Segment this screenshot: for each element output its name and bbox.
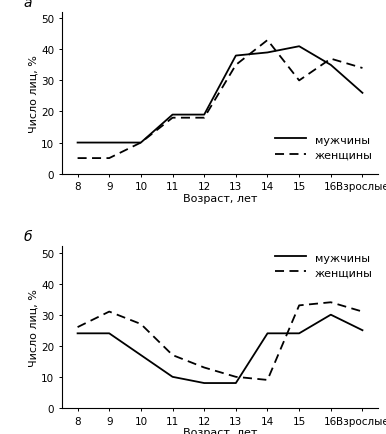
мужчины [234,381,238,386]
женщины [297,303,301,308]
мужчины [328,312,333,318]
женщины [265,378,270,383]
женщины [139,322,143,327]
женщины [328,57,333,62]
мужчины [75,141,80,146]
мужчины [265,51,270,56]
женщины [75,325,80,330]
женщины [107,156,112,161]
женщины [297,79,301,84]
женщины [107,309,112,315]
мужчины [107,141,112,146]
Y-axis label: Число лиц, %: Число лиц, % [28,289,38,366]
мужчины [75,331,80,336]
Line: женщины: женщины [78,41,362,159]
женщины [139,141,143,146]
мужчины [234,54,238,59]
мужчины [297,331,301,336]
Legend: мужчины, женщины: мужчины, женщины [275,252,373,278]
мужчины [265,331,270,336]
мужчины [170,113,175,118]
женщины [170,353,175,358]
мужчины [328,63,333,68]
мужчины [360,91,365,96]
женщины [75,156,80,161]
женщины [234,63,238,68]
женщины [360,309,365,315]
женщины [360,66,365,72]
мужчины [170,375,175,380]
женщины [170,116,175,121]
женщины [328,300,333,305]
мужчины [107,331,112,336]
мужчины [360,328,365,333]
Text: а: а [24,0,32,10]
Line: мужчины: мужчины [78,315,362,383]
женщины [234,375,238,380]
женщины [202,365,207,370]
мужчины [202,113,207,118]
Line: женщины: женщины [78,302,362,380]
X-axis label: Возраст, лет: Возраст, лет [183,427,257,434]
Line: мужчины: мужчины [78,47,362,143]
женщины [265,38,270,43]
Text: б: б [24,230,32,243]
женщины [202,116,207,121]
мужчины [139,353,143,358]
мужчины [139,141,143,146]
Legend: мужчины, женщины: мужчины, женщины [275,135,373,161]
мужчины [297,45,301,50]
мужчины [202,381,207,386]
X-axis label: Возраст, лет: Возраст, лет [183,193,257,203]
Y-axis label: Число лиц, %: Число лиц, % [28,55,38,132]
